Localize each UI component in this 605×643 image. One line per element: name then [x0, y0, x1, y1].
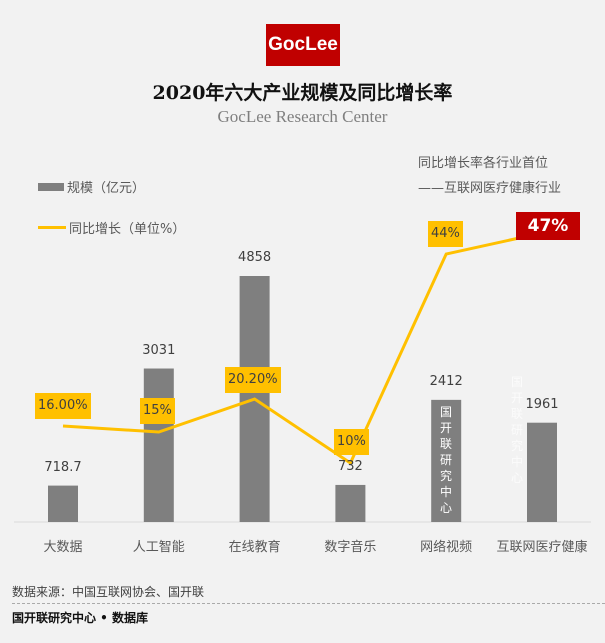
legend-label-scale: 规模（亿元）	[67, 181, 146, 196]
category-label: 人工智能	[132, 540, 185, 555]
annotation-line1: 同比增长率各行业首位	[418, 156, 549, 171]
bar-4	[431, 399, 462, 522]
chart-title: 2020年六大产业规模及同比增长率	[152, 82, 453, 104]
category-label: 网络视频	[420, 540, 473, 555]
bar-value-label: 1961	[525, 396, 559, 412]
bar-value-label: 3031	[142, 342, 176, 358]
annotation-line2: ——互联网医疗健康行业	[418, 181, 562, 196]
bar-1	[143, 368, 174, 522]
bar-0	[48, 485, 78, 522]
footer-brand: 国开联研究中心 • 数据库	[12, 611, 149, 625]
bar-5	[527, 422, 557, 522]
category-label: 大数据	[43, 540, 83, 555]
bar-value-label: 718.7	[44, 459, 82, 475]
category-label: 互联网医疗健康	[496, 540, 588, 555]
bar-value-label: 732	[337, 458, 363, 474]
growth-label: 15%	[140, 398, 175, 424]
legend-item-growth: 同比增长（单位%）	[38, 218, 185, 237]
data-source: 数据来源：中国互联网协会、国开联	[12, 585, 205, 599]
growth-line	[62, 231, 543, 466]
watermark-1: 国开联研究中心	[510, 375, 523, 485]
growth-label: 44%	[428, 221, 463, 247]
bar-3	[335, 484, 366, 522]
chart-subtitle: GocLee Research Center	[217, 107, 388, 126]
watermark-0: 国开联研究中心	[439, 405, 452, 515]
growth-label: 20.20%	[225, 367, 281, 393]
bar-value-label: 2412	[429, 373, 463, 389]
category-label: 在线教育	[228, 540, 281, 555]
growth-label: 16.00%	[35, 393, 91, 419]
category-label: 数字音乐	[324, 540, 377, 555]
bar-value-label: 4858	[238, 250, 272, 265]
footer-divider	[12, 603, 605, 604]
goclee-logo: GocLee	[266, 24, 340, 66]
growth-label-highlight: 47%	[516, 212, 580, 240]
legend-bar-swatch	[38, 182, 64, 191]
legend-item-scale: 规模（亿元）	[38, 177, 145, 196]
legend-line-swatch	[38, 226, 66, 229]
legend-label-growth: 同比增长（单位%）	[69, 222, 186, 237]
growth-label: 10%	[334, 429, 369, 455]
